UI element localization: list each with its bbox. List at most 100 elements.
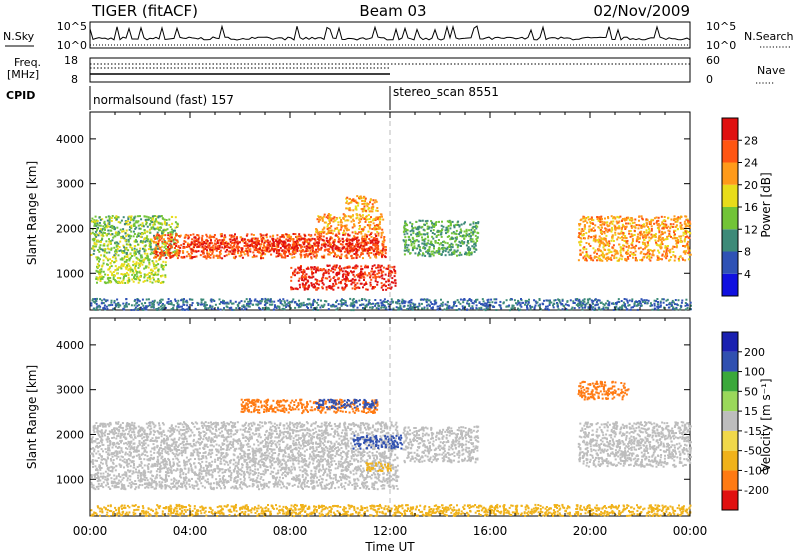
echo-pixel xyxy=(370,206,373,209)
echo-pixel xyxy=(150,226,153,229)
echo-pixel xyxy=(487,305,490,308)
echo-pixel xyxy=(100,268,103,271)
echo-pixel xyxy=(132,271,135,274)
echo-pixel xyxy=(268,243,271,246)
echo-pixel xyxy=(159,305,162,308)
echo-pixel xyxy=(601,251,604,254)
echo-pixel xyxy=(463,241,466,244)
echo-pixel xyxy=(394,284,397,287)
echo-pixel xyxy=(391,266,394,269)
echo-pixel xyxy=(244,250,247,252)
echo-pixel xyxy=(256,240,259,243)
echo-pixel xyxy=(93,219,96,222)
echo-pixel xyxy=(153,215,156,218)
echo-pixel xyxy=(339,239,342,242)
echo-pixel xyxy=(137,281,140,284)
echo-pixel xyxy=(102,249,105,252)
echo-pixel xyxy=(393,265,396,268)
echo-pixel xyxy=(460,223,463,226)
echo-pixel xyxy=(103,232,106,234)
echo-pixel xyxy=(350,283,353,286)
echo-pixel xyxy=(482,300,485,303)
echo-pixel xyxy=(363,241,366,244)
echo-pixel xyxy=(363,243,366,245)
echo-pixel xyxy=(275,307,278,309)
echo-pixel xyxy=(468,233,471,235)
echo-pixel xyxy=(157,221,160,224)
echo-pixel xyxy=(327,244,330,247)
echo-pixel xyxy=(518,301,521,304)
echo-pixel xyxy=(475,227,478,230)
echo-pixel xyxy=(642,236,645,239)
echo-pixel xyxy=(450,242,453,245)
echo-pixel xyxy=(429,301,432,304)
echo-pixel xyxy=(103,220,106,223)
echo-pixel xyxy=(317,269,320,272)
echo-pixel xyxy=(152,226,155,229)
echo-pixel xyxy=(634,250,637,253)
echo-pixel xyxy=(211,252,214,255)
echo-pixel xyxy=(364,266,367,269)
echo-pixel xyxy=(602,303,605,306)
echo-pixel xyxy=(631,241,634,244)
echo-pixel xyxy=(322,235,325,238)
echo-pixel xyxy=(676,217,679,220)
echo-pixel xyxy=(308,245,310,248)
echo-pixel xyxy=(133,225,135,227)
echo-pixel xyxy=(598,248,600,251)
echo-pixel xyxy=(114,265,117,268)
echo-pixel xyxy=(421,307,423,310)
echo-pixel xyxy=(476,237,479,240)
echo-pixel xyxy=(353,223,355,226)
echo-pixel xyxy=(165,223,168,226)
echo-pixel xyxy=(652,234,655,237)
echo-pixel xyxy=(168,224,171,226)
echo-pixel xyxy=(363,195,366,198)
echo-pixel xyxy=(241,250,244,253)
echo-pixel xyxy=(348,247,351,250)
echo-pixel xyxy=(372,253,375,256)
echo-pixel xyxy=(170,246,173,249)
echo-pixel xyxy=(688,250,691,253)
echo-pixel xyxy=(659,224,662,227)
echo-pixel xyxy=(625,222,627,225)
echo-pixel xyxy=(210,298,213,301)
nsearch-label: N.Search xyxy=(744,30,794,43)
echo-pixel xyxy=(403,253,406,256)
echo-pixel xyxy=(133,247,136,250)
echo-pixel xyxy=(394,272,397,275)
echo-pixel xyxy=(152,223,155,226)
echo-pixel xyxy=(365,209,367,212)
echo-pixel xyxy=(361,203,364,205)
echo-pixel xyxy=(161,217,164,220)
echo-pixel xyxy=(602,246,605,249)
echo-pixel xyxy=(639,259,642,261)
echo-pixel xyxy=(349,297,352,300)
echo-pixel xyxy=(286,236,289,239)
echo-pixel xyxy=(131,270,134,273)
echo-pixel xyxy=(461,241,464,244)
echo-pixel xyxy=(203,242,206,245)
echo-pixel xyxy=(137,258,140,261)
echo-pixel xyxy=(324,243,327,246)
echo-pixel xyxy=(157,303,160,306)
echo-pixel xyxy=(114,269,117,272)
echo-pixel xyxy=(143,252,146,255)
echo-pixel xyxy=(374,243,377,246)
echo-pixel xyxy=(253,237,256,240)
echo-pixel xyxy=(475,248,478,251)
echo-pixel xyxy=(390,286,393,289)
echo-pixel xyxy=(133,240,136,243)
echo-pixel xyxy=(572,300,575,303)
echo-pixel xyxy=(408,238,411,241)
echo-pixel xyxy=(305,287,308,290)
echo-pixel xyxy=(131,268,134,271)
echo-pixel xyxy=(139,247,142,250)
echo-pixel xyxy=(184,240,187,243)
echo-pixel xyxy=(164,276,167,279)
echo-pixel xyxy=(611,246,614,249)
echo-pixel xyxy=(328,251,331,254)
echo-pixel xyxy=(304,283,307,286)
echo-pixel xyxy=(115,281,118,284)
echo-pixel xyxy=(153,234,155,237)
